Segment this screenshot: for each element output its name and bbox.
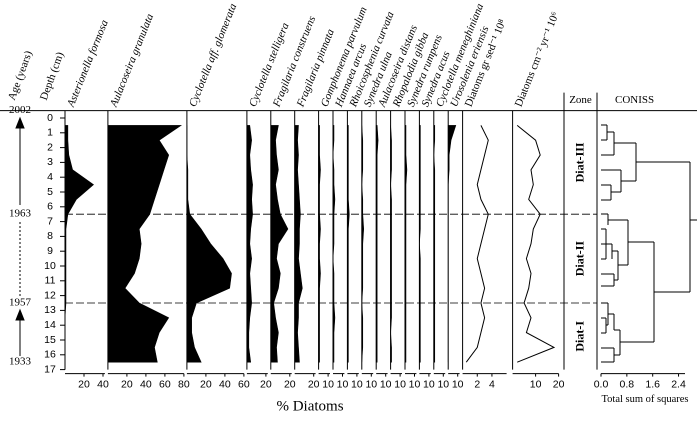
profile: [390, 125, 392, 363]
profile: [64, 125, 94, 363]
zone-label: Diat-III: [572, 142, 586, 182]
y-tick-label: 8: [47, 230, 53, 242]
profile: [107, 125, 183, 363]
y-tick-label: 12: [44, 289, 56, 301]
age-arrow: [15, 116, 25, 129]
zone-label: Diat-II: [572, 241, 586, 277]
y-tick-label: 13: [44, 304, 56, 316]
x-tick-label: 20: [308, 378, 320, 390]
zone-title: Zone: [569, 94, 592, 106]
series-label: Cyclotella aff. glomerata: [187, 1, 240, 108]
x-tick-label: 20: [260, 378, 272, 390]
x-tick-label: 2.4: [671, 378, 686, 390]
x-tick-label: 20: [78, 378, 90, 390]
x-tick-label: 10: [380, 378, 392, 390]
x-tick-label: 10: [337, 378, 349, 390]
x-tick-label: 60: [159, 378, 171, 390]
y-tick-label: 4: [47, 171, 53, 183]
y-tick-label: 0: [47, 112, 53, 124]
profile: [270, 125, 289, 363]
x-tick-label: 40: [219, 378, 231, 390]
zone-label: Diat-I: [572, 321, 586, 352]
x-tick-label: 0.0: [594, 378, 609, 390]
profile: [404, 125, 408, 363]
y-tick-label: 16: [44, 349, 56, 361]
x-tick-label: 10: [423, 378, 435, 390]
age-tick-label: 1963: [9, 208, 32, 220]
y-tick-label: 14: [44, 319, 56, 331]
age-tick-label: 2002: [9, 104, 31, 116]
x-tick-label: 20: [121, 378, 133, 390]
x-tick-label: 1.6: [645, 378, 660, 390]
series-label: Asterionella formosa: [65, 18, 111, 110]
x-tick-label: 0.8: [620, 378, 635, 390]
depth-label: Depth (cm): [38, 50, 67, 102]
age-arrow: [15, 308, 25, 321]
profile: [347, 125, 350, 363]
profile: [186, 125, 232, 363]
coniss-title: CONISS: [615, 94, 654, 106]
y-tick-label: 6: [47, 201, 53, 213]
profile: [246, 125, 253, 363]
y-tick-label: 17: [44, 363, 56, 375]
y-tick-label: 11: [45, 275, 56, 287]
x-tick-label: 10: [351, 378, 363, 390]
series-label: Aulacoseira granulata: [108, 12, 157, 110]
x-tick-label: 10: [452, 378, 464, 390]
x-tick-label: 2: [474, 378, 480, 390]
y-tick-label: 2: [47, 141, 53, 153]
profile: [375, 125, 379, 363]
x-tick-label: 10: [365, 378, 377, 390]
age-label: Age (years): [6, 49, 35, 102]
profile-line: [516, 125, 556, 363]
x-axis-label: % Diatoms: [276, 398, 343, 414]
dendrogram: [601, 124, 697, 363]
y-tick-label: 9: [47, 245, 53, 257]
x-tick-label: 20: [553, 378, 565, 390]
y-tick-label: 7: [47, 215, 53, 227]
y-tick-label: 15: [44, 334, 56, 346]
x-tick-label: 10: [530, 378, 542, 390]
series-label: Diatoms cm⁻² yr⁻¹ 10⁶: [513, 10, 562, 108]
x-tick-label: 10: [409, 378, 421, 390]
x-tick-label: 10: [394, 378, 406, 390]
age-tick-label: 1933: [9, 356, 32, 368]
x-tick-label: 40: [140, 378, 152, 390]
x-tick-label: 20: [284, 378, 296, 390]
y-tick-label: 3: [47, 156, 53, 168]
profile: [447, 125, 457, 363]
profile: [294, 125, 303, 363]
x-tick-label: 10: [322, 378, 334, 390]
coniss-xlabel: Total sum of squares: [601, 394, 688, 405]
x-tick-label: 20: [200, 378, 212, 390]
x-tick-label: 80: [178, 378, 190, 390]
y-tick-label: 1: [47, 127, 53, 139]
x-tick-label: 10: [437, 378, 449, 390]
y-tick-label: 5: [47, 186, 53, 198]
profile: [318, 125, 321, 363]
profile: [433, 125, 436, 363]
x-tick-label: 4: [489, 378, 495, 390]
profile: [361, 125, 365, 363]
profile: [332, 125, 336, 363]
age-tick-label: 1957: [9, 297, 32, 309]
y-tick-label: 10: [44, 260, 56, 272]
x-tick-label: 60: [238, 378, 250, 390]
profile-line: [465, 125, 489, 363]
x-tick-label: 40: [97, 378, 109, 390]
